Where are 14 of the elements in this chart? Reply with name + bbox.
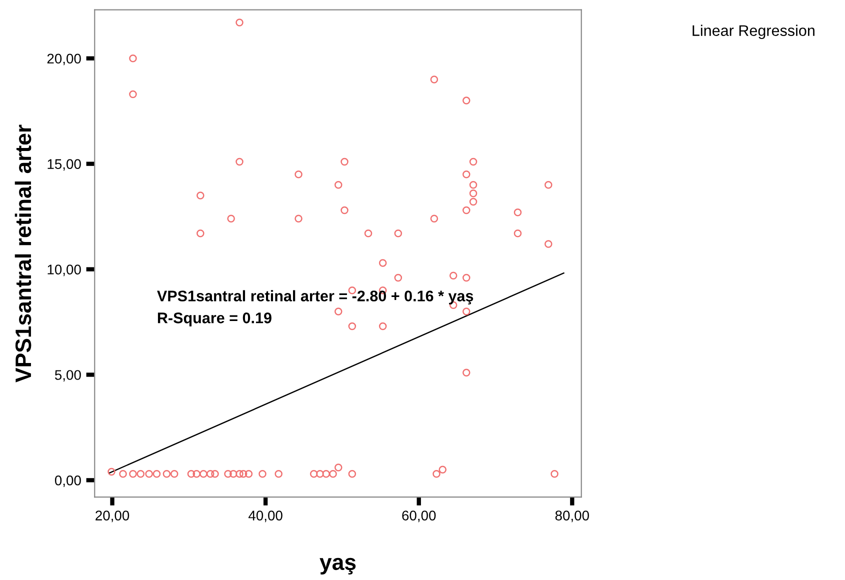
x-axis-title: yaş [320, 558, 356, 574]
y-tick-label: 10,00 [48, 264, 81, 276]
annotation: R-Square = 0.19 [158, 312, 272, 326]
y-tick-label: 5,00 [54, 370, 81, 382]
x-tick-label: 60,00 [402, 510, 436, 522]
x-tick-label: 20,00 [96, 510, 130, 522]
y-axis-title: VPS1santral retinal arter [14, 124, 32, 382]
y-tick-label: 0,00 [54, 476, 81, 487]
text: Linear Regression [692, 24, 814, 40]
annotation: VPS1santral retinal arter = -2.80 + 0.16 * yaş [157, 290, 474, 304]
x-tick-label: 40,00 [248, 510, 282, 522]
y-tick-label: 15,00 [48, 159, 81, 171]
y-tick-label: 20,00 [47, 54, 81, 66]
x-tick-label: 80,00 [555, 510, 589, 522]
